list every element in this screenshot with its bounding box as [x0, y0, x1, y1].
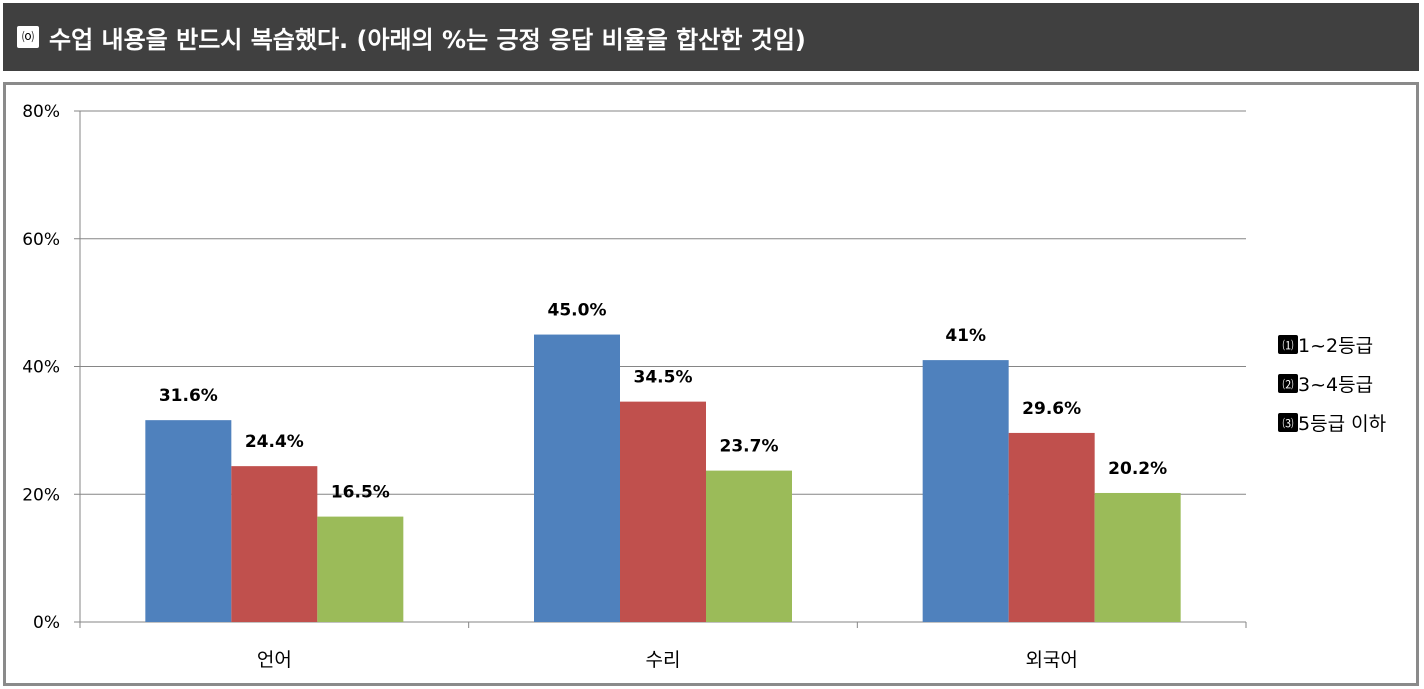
y-tick-label: 20%	[22, 485, 60, 505]
data-label: 24.4%	[245, 432, 304, 452]
chart-question-title: 수업 내용을 반드시 복습했다. (아래의 %는 긍정 응답 비율을 합산한 것…	[49, 25, 806, 54]
legend-marker	[1278, 335, 1298, 354]
bar	[922, 360, 1009, 622]
legend-marker	[1278, 374, 1298, 393]
y-tick-label: 40%	[22, 358, 60, 378]
data-label: 34.5%	[634, 368, 693, 388]
legend-marker	[1278, 413, 1298, 432]
data-label: 29.6%	[1022, 399, 1081, 419]
legend-marker-number: ⑴	[1283, 339, 1294, 352]
legend-marker-number: ⑵	[1283, 378, 1294, 391]
y-tick-label: 0%	[33, 613, 60, 633]
data-label: 41%	[945, 326, 986, 346]
data-label: 31.6%	[159, 386, 218, 406]
data-label: 16.5%	[331, 483, 390, 503]
x-category-label: 언어	[257, 649, 292, 671]
bar	[534, 334, 620, 622]
question-number-badge: ⒪	[17, 26, 39, 48]
legend-item: ⑴ 1~2등급	[1278, 335, 1373, 357]
legend-label: 1~2등급	[1298, 335, 1373, 357]
legend-marker-number: ⑶	[1283, 417, 1294, 430]
y-tick-label: 80%	[22, 102, 60, 122]
bar	[706, 470, 792, 622]
bar	[1094, 492, 1181, 622]
bar	[620, 401, 706, 622]
legend-item: ⑵ 3~4등급	[1278, 374, 1373, 396]
x-category-label: 수리	[646, 649, 681, 671]
y-tick-label: 60%	[22, 230, 60, 250]
bar	[317, 516, 404, 622]
data-label: 23.7%	[720, 437, 779, 457]
legend-label: 5등급 이하	[1298, 413, 1386, 435]
bar	[231, 466, 318, 622]
value-labels: 31.6% 24.4% 16.5% 45.0% 34.5% 23.7% 41% 29.6% 20…	[159, 301, 1167, 503]
data-label: 45.0%	[548, 301, 607, 321]
x-category-label: 외국어	[1025, 649, 1077, 671]
legend-label: 3~4등급	[1298, 374, 1373, 396]
title-bar: ⒪ 수업 내용을 반드시 복습했다. (아래의 %는 긍정 응답 비율을 합산한…	[3, 3, 1419, 71]
bar	[1008, 432, 1095, 622]
data-label: 20.2%	[1108, 459, 1167, 479]
legend-item: ⑶ 5등급 이하	[1278, 413, 1386, 435]
bars	[145, 334, 1181, 622]
legend: ⑴ 1~2등급 ⑵ 3~4등급 ⑶ 5등급 이하	[1278, 335, 1386, 435]
bar	[145, 420, 232, 622]
